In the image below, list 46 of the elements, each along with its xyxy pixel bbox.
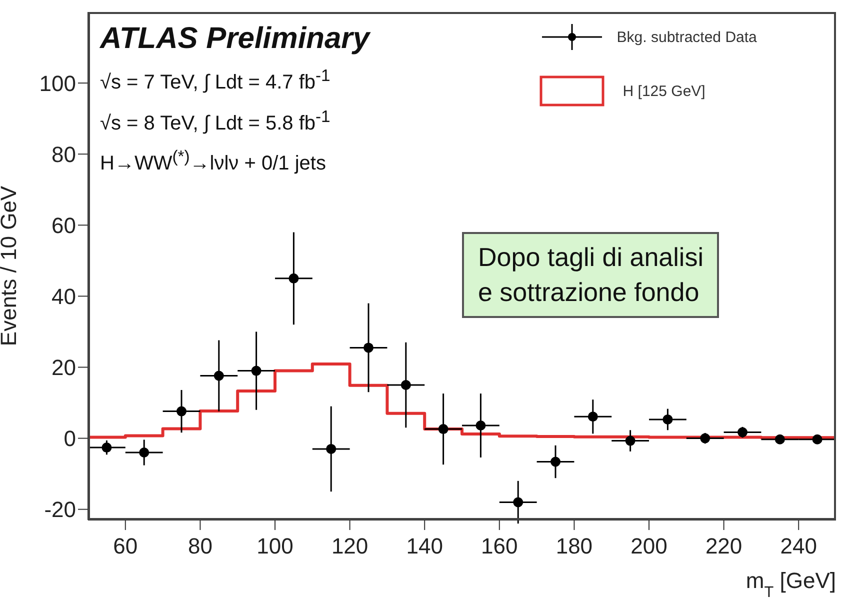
point (251, 366, 262, 376)
annotation: √s = 8 TeV, ∫ Ldt = 5.8 fb$^{-1}$ (100, 106, 332, 136)
y-tick-label: 80 (52, 142, 76, 167)
x-tick-label: 80 (188, 534, 212, 559)
point (288, 273, 299, 284)
point (326, 444, 336, 454)
y-tick-label: 0 (64, 426, 76, 452)
x-tick-label: 140 (406, 534, 443, 559)
y-tick-label: 20 (52, 355, 76, 380)
y-tick-label: 40 (52, 284, 76, 310)
annotation: Dopo tagli di analisi e sottrazione fondo (462, 232, 720, 318)
legend-label: Bkg. subtracted Data (616, 28, 757, 46)
y-axis-title: Events / 10 GeV (0, 186, 21, 346)
point (513, 497, 524, 508)
annotation: ATLAS Preliminary (100, 22, 370, 56)
annotation: √s = 7 TeV, ∫ Ldt = 4.7 fb$^{-1}$ (100, 66, 332, 95)
point (476, 420, 486, 431)
x-tick-label: 240 (780, 534, 817, 559)
y-tick-label: 100 (39, 70, 76, 96)
x-tick-label: 220 (705, 534, 742, 559)
point (700, 433, 710, 444)
point (662, 414, 673, 424)
point (438, 424, 448, 434)
y-tick-label: 60 (52, 212, 76, 238)
x-tick-label: 160 (481, 534, 518, 559)
annotation: H→WW$^{(*)}$→lνlν + 0/1 jets (100, 147, 327, 176)
x-tick-label: 60 (113, 534, 138, 559)
point (625, 436, 636, 446)
point (139, 448, 150, 458)
point (812, 434, 822, 444)
x-tick-label: 180 (556, 534, 593, 559)
point (550, 456, 560, 467)
point (400, 380, 411, 390)
point (738, 427, 748, 438)
point (176, 406, 186, 416)
point (588, 412, 598, 422)
point (774, 434, 785, 444)
point (102, 442, 112, 453)
x-tick-label: 100 (256, 534, 294, 559)
x-tick-label: 120 (331, 534, 368, 559)
point (214, 370, 224, 381)
legend-label: H [125 GeV] (622, 82, 706, 100)
point (364, 342, 374, 353)
y-tick-label: -20 (44, 497, 76, 522)
x-axis-title: m$_{T}$ [GeV] (746, 568, 836, 600)
x-tick-label: 200 (630, 534, 668, 559)
